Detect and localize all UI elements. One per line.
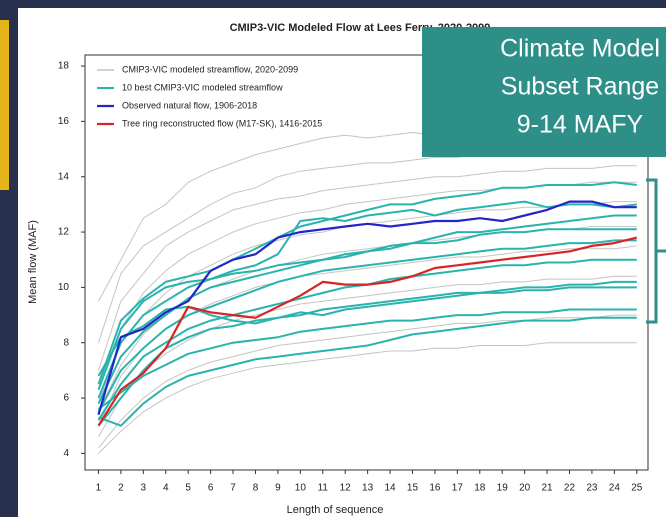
x-tick-label: 22 xyxy=(564,483,576,494)
x-tick-label: 2 xyxy=(118,483,124,494)
x-tick-label: 18 xyxy=(474,483,486,494)
series-line xyxy=(98,275,637,438)
x-tick-label: 5 xyxy=(185,483,191,494)
y-tick-label: 8 xyxy=(63,337,69,348)
series-line xyxy=(98,314,637,449)
y-tick-label: 18 xyxy=(58,61,70,72)
x-tick-label: 21 xyxy=(542,483,554,494)
x-tick-label: 1 xyxy=(96,483,102,494)
y-tick-label: 16 xyxy=(58,116,70,127)
y-tick-label: 6 xyxy=(63,393,69,404)
legend-label: Tree ring reconstructed flow (M17-SK), 1… xyxy=(122,118,322,128)
series-line xyxy=(97,181,637,385)
series-line xyxy=(98,342,637,454)
x-tick-label: 8 xyxy=(253,483,259,494)
series-line xyxy=(98,165,637,371)
callout-box xyxy=(422,27,666,157)
x-tick-label: 15 xyxy=(407,483,419,494)
y-axis-label: Mean flow (MAF) xyxy=(27,220,39,304)
legend-label: 10 best CMIP3-VIC modeled streamflow xyxy=(122,82,283,92)
callout-text: Subset Range xyxy=(501,73,659,101)
x-tick-label: 13 xyxy=(362,483,374,494)
x-tick-label: 14 xyxy=(384,483,396,494)
series-line xyxy=(98,316,637,427)
y-tick-label: 4 xyxy=(63,448,69,459)
series-line xyxy=(97,200,637,399)
x-axis-label: Length of sequence xyxy=(287,504,384,516)
series-line xyxy=(97,239,637,413)
x-tick-label: 17 xyxy=(452,483,464,494)
series-line xyxy=(97,280,637,427)
x-tick-label: 24 xyxy=(609,483,621,494)
callout: Climate Model Subset Range 9-14 MAFY xyxy=(422,27,666,157)
x-tick-label: 23 xyxy=(586,483,598,494)
x-tick-label: 4 xyxy=(163,483,169,494)
x-tick-label: 12 xyxy=(340,483,352,494)
x-tick-label: 3 xyxy=(141,483,147,494)
x-tick-label: 7 xyxy=(230,483,236,494)
y-tick-label: 14 xyxy=(58,171,70,182)
legend-label: Observed natural flow, 1906-2018 xyxy=(122,100,257,110)
series-line xyxy=(97,236,638,427)
series-line xyxy=(97,228,637,391)
series-line xyxy=(97,308,637,410)
x-tick-label: 11 xyxy=(318,483,329,494)
callout-text: Climate Model xyxy=(500,35,660,63)
legend: CMIP3-VIC modeled streamflow, 2020-2099 1… xyxy=(97,64,322,128)
plot-frame xyxy=(84,54,649,471)
x-tick-label: 6 xyxy=(208,483,214,494)
x-tick-label: 16 xyxy=(429,483,441,494)
series-line xyxy=(97,200,637,416)
x-tick-label: 25 xyxy=(631,483,643,494)
x-tick-label: 10 xyxy=(295,483,307,494)
callout-text: 9-14 MAFY xyxy=(517,111,644,139)
y-tick-label: 10 xyxy=(58,282,70,293)
x-tick-label: 9 xyxy=(275,483,281,494)
range-bracket xyxy=(646,178,666,324)
side-strip xyxy=(0,20,9,190)
y-tick-label: 12 xyxy=(58,227,70,238)
legend-label: CMIP3-VIC modeled streamflow, 2020-2099 xyxy=(122,64,298,74)
x-tick-label: 19 xyxy=(497,483,509,494)
x-tick-label: 20 xyxy=(519,483,531,494)
